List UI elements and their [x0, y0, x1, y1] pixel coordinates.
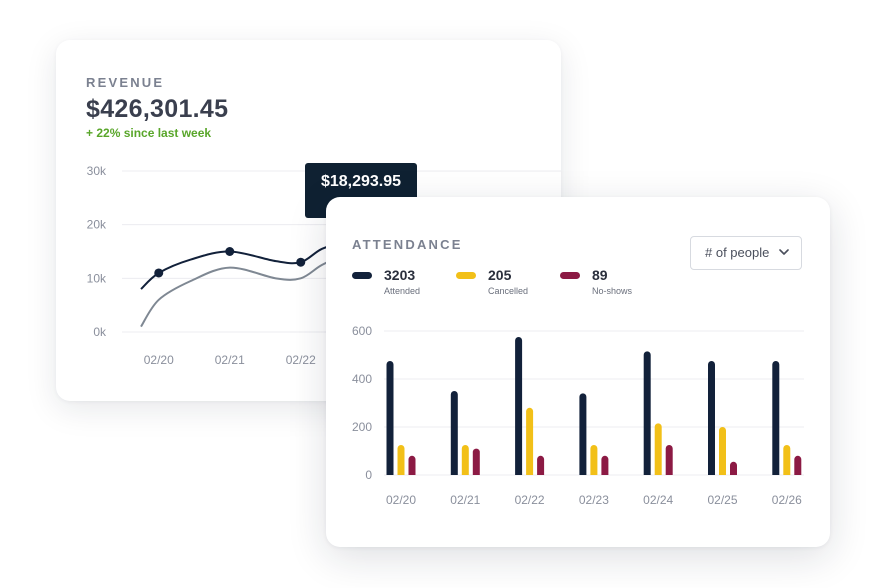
- attendance-y-tick: 600: [352, 324, 372, 338]
- revenue-y-tick: 0k: [93, 325, 107, 339]
- attendance-bar-cancelled: [719, 427, 726, 475]
- attendance-y-tick: 0: [365, 468, 372, 482]
- attendance-bar-cancelled: [783, 445, 791, 475]
- legend-swatch-cancelled: [456, 272, 476, 279]
- attendance-x-tick: 02/26: [772, 493, 802, 507]
- attendance-bar-no-shows: [730, 461, 737, 475]
- attendance-bar-attended: [450, 391, 458, 475]
- attendance-bar-no-shows: [408, 455, 416, 475]
- legend-value-attended: 3203: [384, 267, 416, 283]
- revenue-y-tick: 30k: [87, 164, 107, 178]
- legend-label-attended: Attended: [384, 286, 421, 296]
- revenue-x-tick: 02/21: [215, 353, 245, 367]
- revenue-y-tick: 20k: [87, 218, 107, 232]
- attendance-bar-cancelled: [590, 445, 598, 475]
- attendance-x-tick: 02/22: [515, 493, 545, 507]
- attendance-x-tick: 02/21: [450, 493, 480, 507]
- attendance-bar-no-shows: [665, 445, 673, 475]
- revenue-x-tick: 02/22: [286, 353, 316, 367]
- attendance-bar-attended: [579, 393, 587, 475]
- attendance-x-tick: 02/24: [643, 493, 673, 507]
- attendance-card: ATTENDANCE # of people 3203 Attended 205…: [326, 197, 830, 547]
- people-dropdown[interactable]: # of people: [690, 236, 802, 270]
- revenue-delta: + 22% since last week: [86, 126, 212, 140]
- attendance-bar-no-shows: [537, 455, 545, 475]
- attendance-bar-attended: [386, 361, 394, 475]
- attendance-bar-attended: [708, 361, 715, 475]
- legend-value-no-shows: 89: [592, 267, 608, 283]
- legend-label-no-shows: No-shows: [592, 286, 633, 296]
- attendance-title: ATTENDANCE: [352, 237, 463, 252]
- attendance-bar-cancelled: [397, 445, 405, 475]
- attendance-bar-cancelled: [461, 445, 469, 475]
- legend-value-cancelled: 205: [488, 267, 512, 283]
- attendance-bar-no-shows: [794, 455, 802, 475]
- attendance-x-tick: 02/20: [386, 493, 416, 507]
- revenue-point: [154, 268, 164, 278]
- attendance-y-tick: 400: [352, 372, 372, 386]
- revenue-y-tick: 10k: [87, 271, 107, 285]
- attendance-bar-chart: 0 200 400 600 02/20 02/21 02/22 02/23 02/24 02/25…: [352, 324, 804, 507]
- legend-swatch-no-shows: [560, 272, 580, 279]
- legend-label-cancelled: Cancelled: [488, 286, 529, 296]
- attendance-bar-attended: [643, 351, 651, 475]
- revenue-value: $426,301.45: [86, 95, 229, 123]
- legend-swatch-attended: [352, 272, 372, 279]
- attendance-bar-cancelled: [526, 407, 534, 475]
- revenue-point: [225, 247, 235, 256]
- attendance-x-tick: 02/23: [579, 493, 609, 507]
- attendance-y-tick: 200: [352, 420, 372, 434]
- revenue-title: REVENUE: [86, 75, 165, 90]
- attendance-bar-cancelled: [654, 423, 662, 475]
- attendance-bar-attended: [772, 361, 780, 475]
- chevron-down-icon: [779, 249, 789, 255]
- revenue-x-tick: 02/20: [144, 353, 174, 367]
- attendance-bar-no-shows: [601, 455, 609, 475]
- revenue-point: [296, 257, 306, 267]
- attendance-bar-no-shows: [472, 448, 480, 475]
- attendance-bar-attended: [515, 337, 523, 475]
- attendance-x-tick: 02/25: [707, 493, 737, 507]
- dropdown-label: # of people: [705, 245, 770, 260]
